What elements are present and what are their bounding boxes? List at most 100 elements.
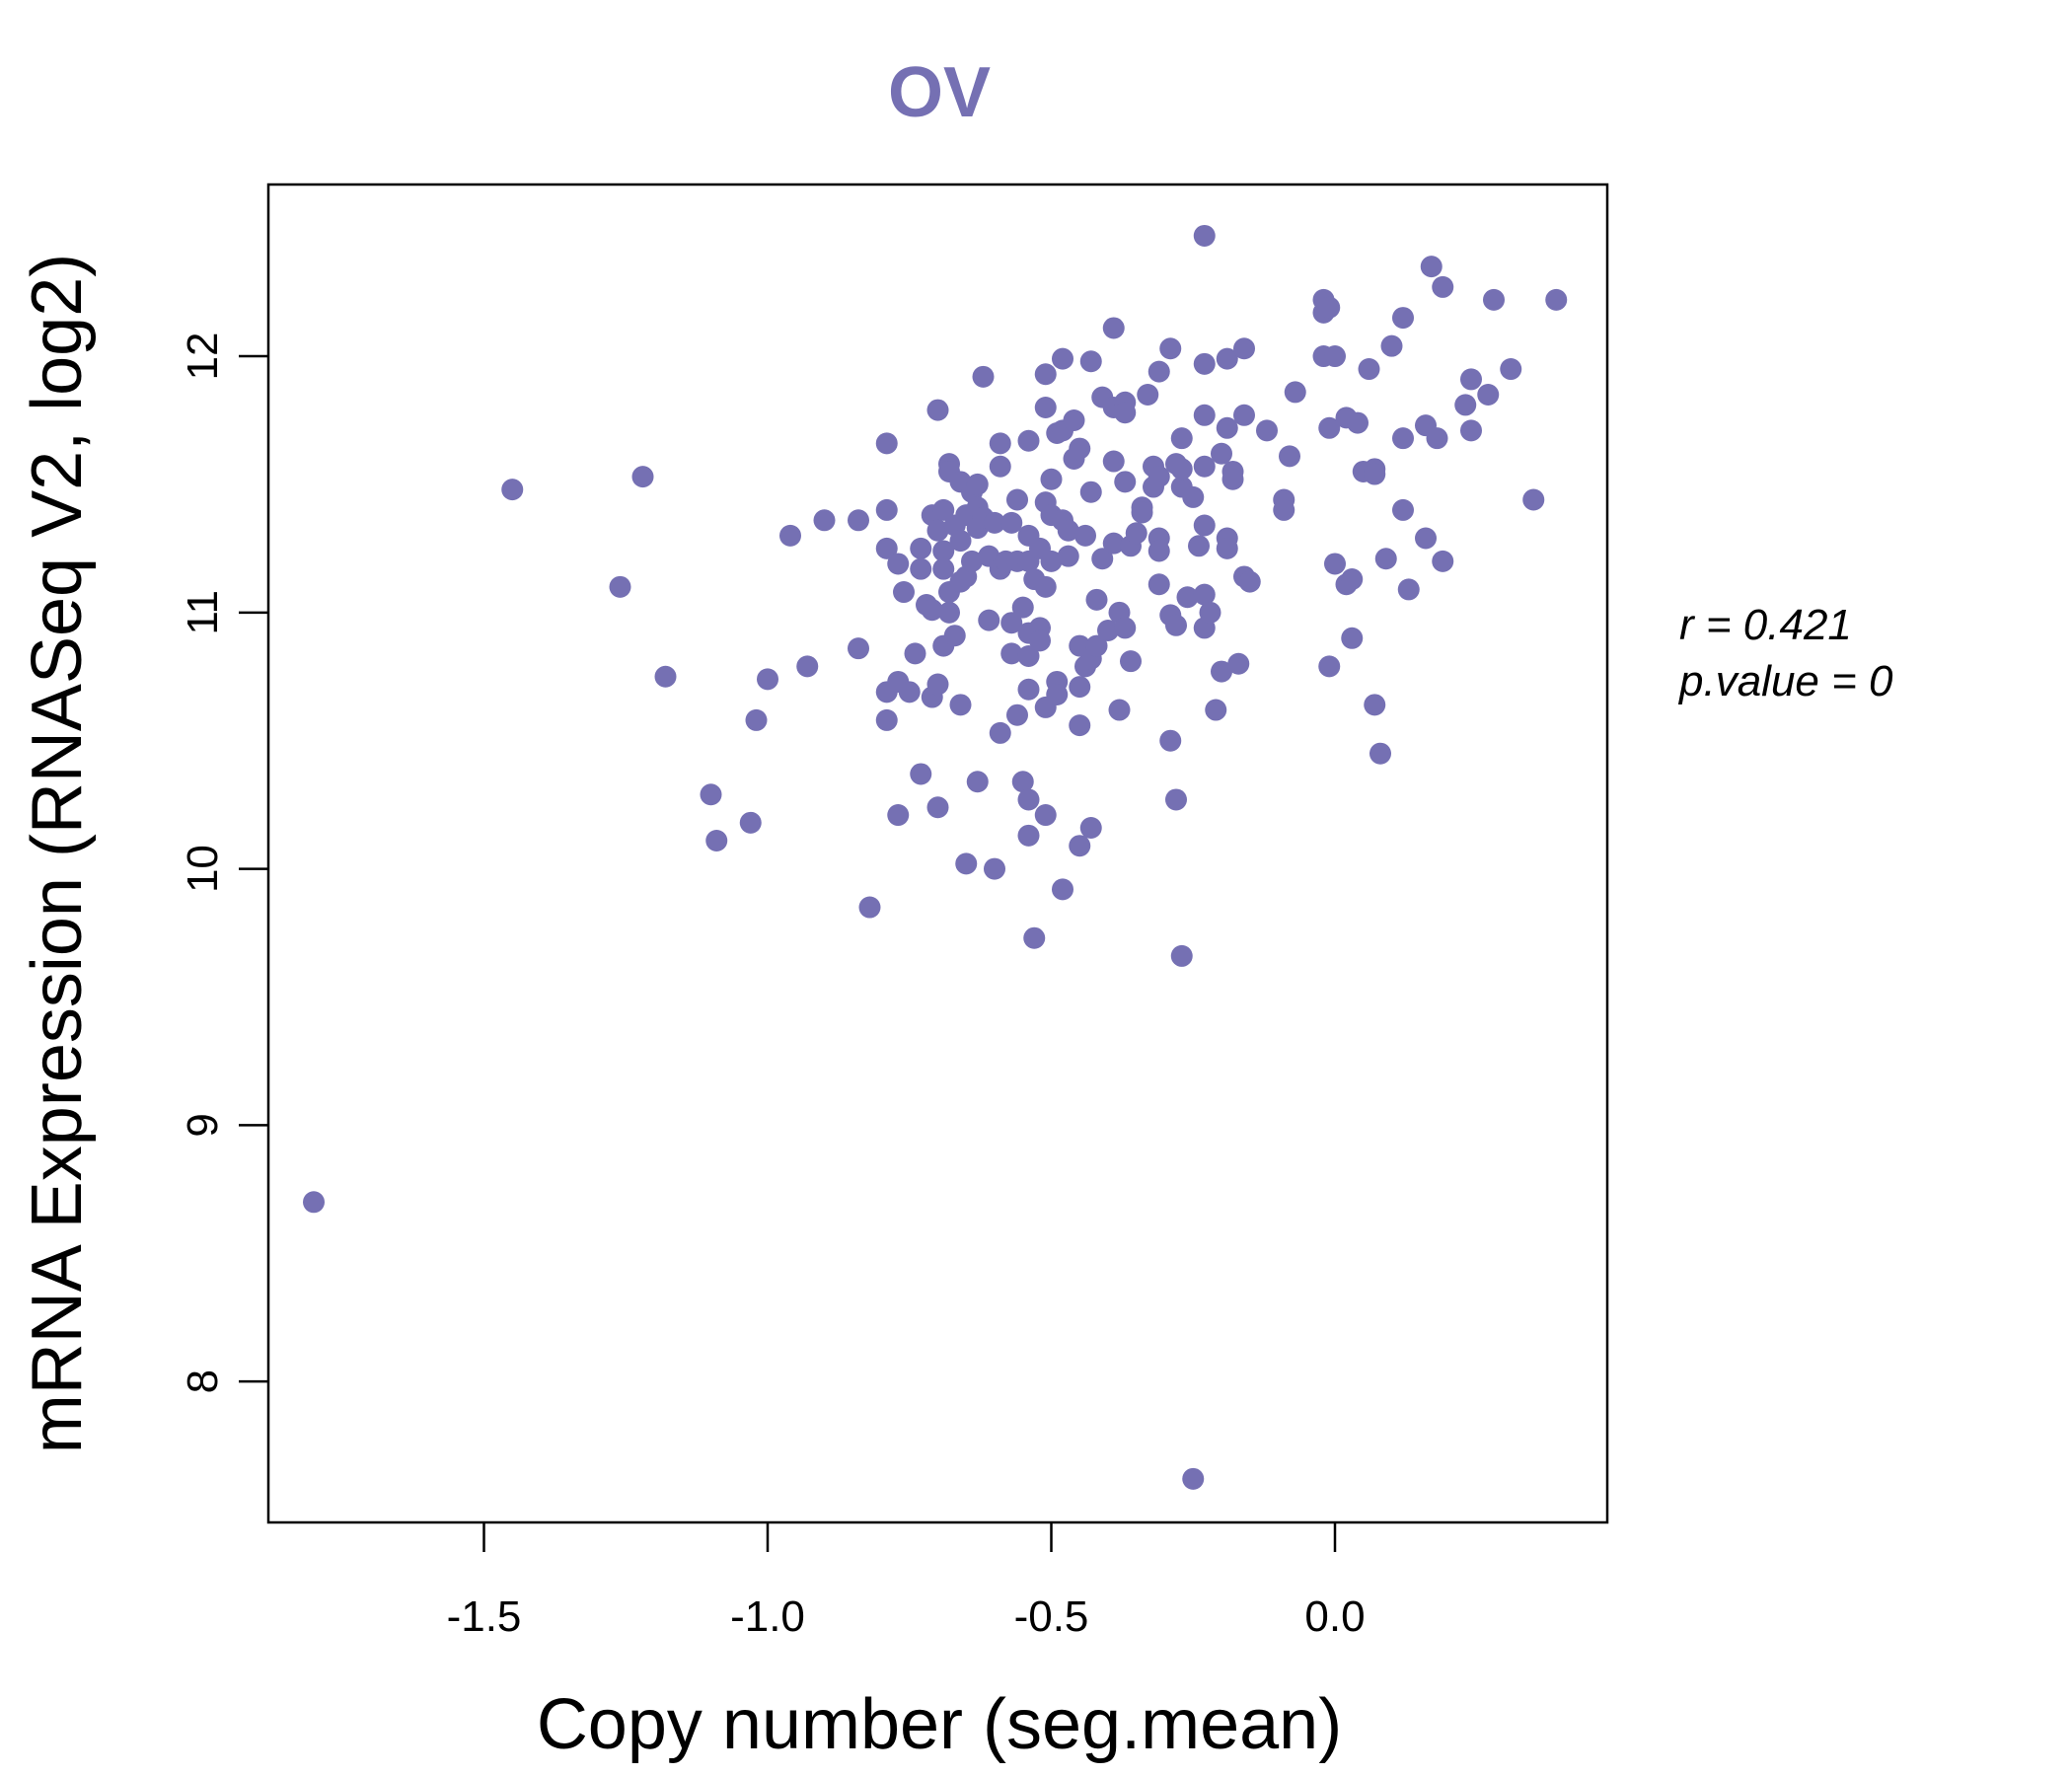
data-point bbox=[1017, 644, 1040, 667]
data-point bbox=[1216, 416, 1238, 439]
data-point bbox=[1046, 683, 1069, 705]
data-point bbox=[926, 519, 949, 542]
data-point bbox=[1318, 296, 1341, 319]
data-point bbox=[1034, 804, 1057, 827]
data-point bbox=[1159, 337, 1182, 360]
data-point bbox=[1358, 358, 1380, 381]
data-point bbox=[1131, 501, 1153, 524]
data-point bbox=[1500, 358, 1522, 381]
y-tick-label: 8 bbox=[179, 1369, 227, 1393]
x-tick-label: -1.0 bbox=[730, 1592, 805, 1641]
data-point bbox=[1193, 514, 1216, 537]
data-point bbox=[932, 557, 955, 580]
data-point bbox=[1193, 583, 1216, 606]
data-point bbox=[943, 625, 966, 647]
data-point bbox=[501, 479, 524, 501]
data-point bbox=[739, 811, 762, 834]
data-point bbox=[1102, 532, 1125, 555]
data-point bbox=[932, 540, 955, 562]
data-point bbox=[1392, 307, 1414, 330]
data-point bbox=[966, 771, 989, 793]
data-point bbox=[1380, 334, 1403, 357]
data-point bbox=[961, 550, 983, 572]
data-point bbox=[949, 530, 972, 553]
data-point bbox=[1074, 524, 1096, 547]
data-point bbox=[1069, 676, 1091, 699]
data-point bbox=[813, 509, 836, 532]
data-point bbox=[893, 581, 915, 604]
data-point bbox=[1170, 458, 1193, 481]
data-point bbox=[1193, 404, 1216, 426]
data-point bbox=[1397, 578, 1420, 601]
data-point bbox=[1415, 527, 1437, 550]
data-point bbox=[1182, 485, 1205, 508]
data-point bbox=[1460, 419, 1482, 442]
data-point bbox=[1102, 317, 1125, 339]
data-point bbox=[989, 455, 1011, 478]
y-tick-label: 11 bbox=[179, 590, 227, 635]
data-point bbox=[904, 642, 926, 665]
data-point bbox=[887, 553, 910, 575]
data-point bbox=[1211, 660, 1232, 683]
data-point bbox=[1165, 788, 1187, 811]
data-point bbox=[1147, 540, 1170, 562]
data-point bbox=[1017, 678, 1040, 701]
data-point bbox=[1125, 522, 1147, 545]
data-point bbox=[1188, 535, 1210, 557]
data-point bbox=[1420, 256, 1443, 278]
data-point bbox=[1017, 429, 1040, 452]
data-point bbox=[1108, 699, 1131, 721]
data-point bbox=[1216, 347, 1238, 370]
data-point bbox=[700, 783, 722, 806]
data-point bbox=[1097, 620, 1119, 641]
data-point bbox=[609, 575, 631, 598]
data-point bbox=[1023, 926, 1046, 949]
data-point bbox=[1114, 617, 1137, 639]
data-point bbox=[1364, 694, 1386, 716]
data-point bbox=[1170, 944, 1193, 967]
data-point bbox=[1522, 488, 1545, 511]
data-point bbox=[898, 681, 921, 703]
chart-title: OV bbox=[888, 53, 991, 132]
data-point bbox=[972, 365, 995, 388]
data-point bbox=[875, 432, 898, 455]
data-point bbox=[1374, 548, 1397, 570]
data-point bbox=[1238, 570, 1261, 593]
data-point bbox=[1392, 498, 1414, 521]
data-point bbox=[654, 665, 677, 688]
data-point bbox=[926, 399, 949, 421]
data-point bbox=[1233, 404, 1255, 426]
data-point bbox=[949, 694, 972, 716]
data-point bbox=[1079, 817, 1102, 840]
data-point bbox=[1392, 427, 1414, 450]
data-point bbox=[1460, 368, 1482, 391]
data-point bbox=[1211, 442, 1232, 465]
data-point bbox=[1324, 553, 1346, 575]
data-point bbox=[1324, 345, 1346, 368]
data-point bbox=[1069, 714, 1091, 737]
y-axis-label: mRNA Expression (RNASeq V2, log2) bbox=[18, 254, 97, 1453]
data-point bbox=[1193, 455, 1216, 478]
data-point bbox=[1034, 397, 1057, 418]
data-point bbox=[848, 509, 869, 532]
data-point bbox=[1341, 568, 1364, 591]
data-point bbox=[1006, 703, 1028, 726]
data-point bbox=[1483, 288, 1505, 311]
data-point bbox=[1120, 650, 1142, 673]
data-point bbox=[1011, 771, 1034, 793]
data-point bbox=[1029, 629, 1051, 652]
data-point bbox=[779, 524, 801, 547]
data-point bbox=[705, 830, 728, 852]
data-point bbox=[955, 852, 978, 875]
data-point bbox=[989, 432, 1011, 455]
data-point bbox=[1052, 878, 1073, 901]
correlation-label: r = 0.421 bbox=[1679, 601, 1852, 649]
x-axis-label: Copy number (seg.mean) bbox=[537, 1685, 1342, 1764]
plot-frame bbox=[266, 183, 1609, 1524]
data-point bbox=[745, 708, 768, 731]
data-point bbox=[1369, 742, 1391, 765]
data-point bbox=[1193, 352, 1216, 375]
data-point bbox=[1454, 394, 1477, 416]
data-point bbox=[1170, 427, 1193, 450]
